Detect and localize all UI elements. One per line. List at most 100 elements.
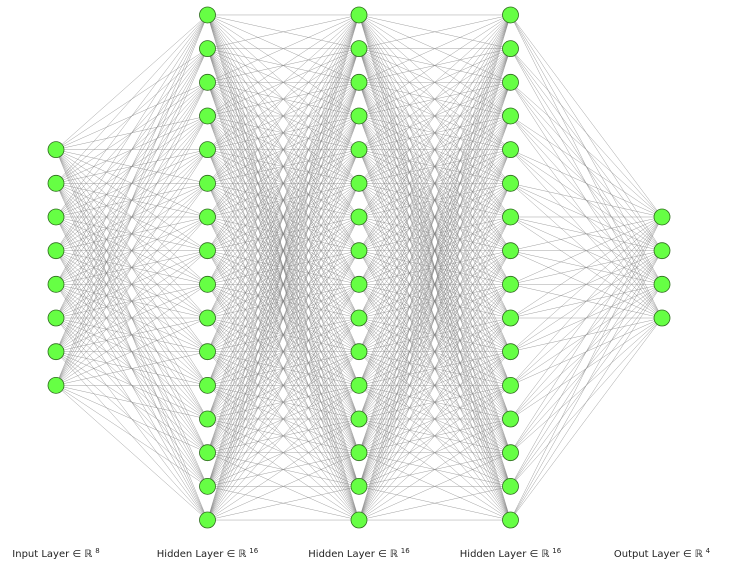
edge xyxy=(55,14,208,184)
layer-label-text: Hidden Layer ∈ ℝ xyxy=(460,549,550,560)
node xyxy=(502,107,519,125)
node xyxy=(199,174,216,192)
edge xyxy=(55,14,208,218)
node xyxy=(502,477,519,495)
edge xyxy=(510,216,663,386)
node xyxy=(350,376,368,394)
edge xyxy=(510,216,663,352)
edge xyxy=(207,250,360,521)
edge xyxy=(510,284,663,521)
layer-label-text: Input Layer ∈ ℝ xyxy=(12,549,92,560)
node xyxy=(199,444,216,462)
node xyxy=(199,40,216,58)
edge xyxy=(510,115,663,218)
edge xyxy=(207,14,360,420)
node xyxy=(350,343,368,361)
edge xyxy=(207,418,360,521)
node xyxy=(653,242,671,260)
edge xyxy=(358,385,511,521)
edge xyxy=(207,14,360,352)
node xyxy=(653,309,671,327)
edge xyxy=(55,14,208,150)
edge xyxy=(207,14,360,386)
edge xyxy=(510,216,663,319)
layer-size: 16 xyxy=(552,547,561,555)
edge xyxy=(207,14,360,218)
edge xyxy=(510,183,663,218)
node xyxy=(502,73,519,91)
node xyxy=(47,376,65,394)
node xyxy=(502,174,519,192)
node xyxy=(199,208,216,226)
node xyxy=(502,275,519,293)
edge xyxy=(510,14,663,218)
node xyxy=(47,174,65,192)
edge xyxy=(358,14,511,150)
node xyxy=(350,40,368,58)
edge xyxy=(358,14,511,184)
node xyxy=(47,343,65,361)
node xyxy=(350,107,368,125)
edge xyxy=(510,216,663,420)
node xyxy=(199,410,216,428)
node xyxy=(502,6,519,24)
edge xyxy=(358,82,511,521)
edge xyxy=(207,149,360,521)
edge xyxy=(207,115,360,521)
edge xyxy=(55,14,208,285)
edge xyxy=(358,14,511,49)
edge xyxy=(207,14,360,251)
edge xyxy=(55,385,208,487)
edge xyxy=(207,14,360,49)
edge xyxy=(55,284,208,386)
edge xyxy=(358,14,511,352)
layer-size: 16 xyxy=(249,547,258,555)
edge xyxy=(358,418,511,521)
edge xyxy=(55,115,208,386)
edge xyxy=(358,183,511,521)
edge xyxy=(358,14,511,420)
node xyxy=(199,477,216,495)
edge xyxy=(510,82,663,218)
node xyxy=(350,208,368,226)
edge xyxy=(510,250,663,521)
node xyxy=(199,511,216,529)
node xyxy=(199,73,216,91)
edge xyxy=(55,351,208,386)
layer-size: 8 xyxy=(95,547,99,555)
edge xyxy=(358,14,511,83)
edge xyxy=(358,351,511,521)
edge xyxy=(207,486,360,521)
edge xyxy=(358,48,511,521)
edge xyxy=(207,14,360,453)
node xyxy=(199,343,216,361)
edge xyxy=(207,317,360,521)
edge xyxy=(207,14,360,184)
node xyxy=(350,6,368,24)
edge xyxy=(55,216,208,386)
edge xyxy=(207,14,360,117)
node xyxy=(199,376,216,394)
edge xyxy=(358,14,511,251)
edge xyxy=(510,216,663,521)
node xyxy=(350,174,368,192)
edge xyxy=(358,14,511,117)
node xyxy=(350,242,368,260)
edge xyxy=(55,14,208,319)
edge xyxy=(358,14,511,285)
edge xyxy=(207,82,360,521)
node xyxy=(350,511,368,529)
edge xyxy=(207,14,360,285)
edge xyxy=(510,149,663,218)
edge xyxy=(358,14,511,386)
edge xyxy=(358,14,511,218)
node xyxy=(502,141,519,159)
edge xyxy=(207,284,360,521)
edges xyxy=(55,14,663,521)
node xyxy=(502,444,519,462)
edge xyxy=(55,183,208,386)
edge xyxy=(207,216,360,521)
node xyxy=(47,208,65,226)
